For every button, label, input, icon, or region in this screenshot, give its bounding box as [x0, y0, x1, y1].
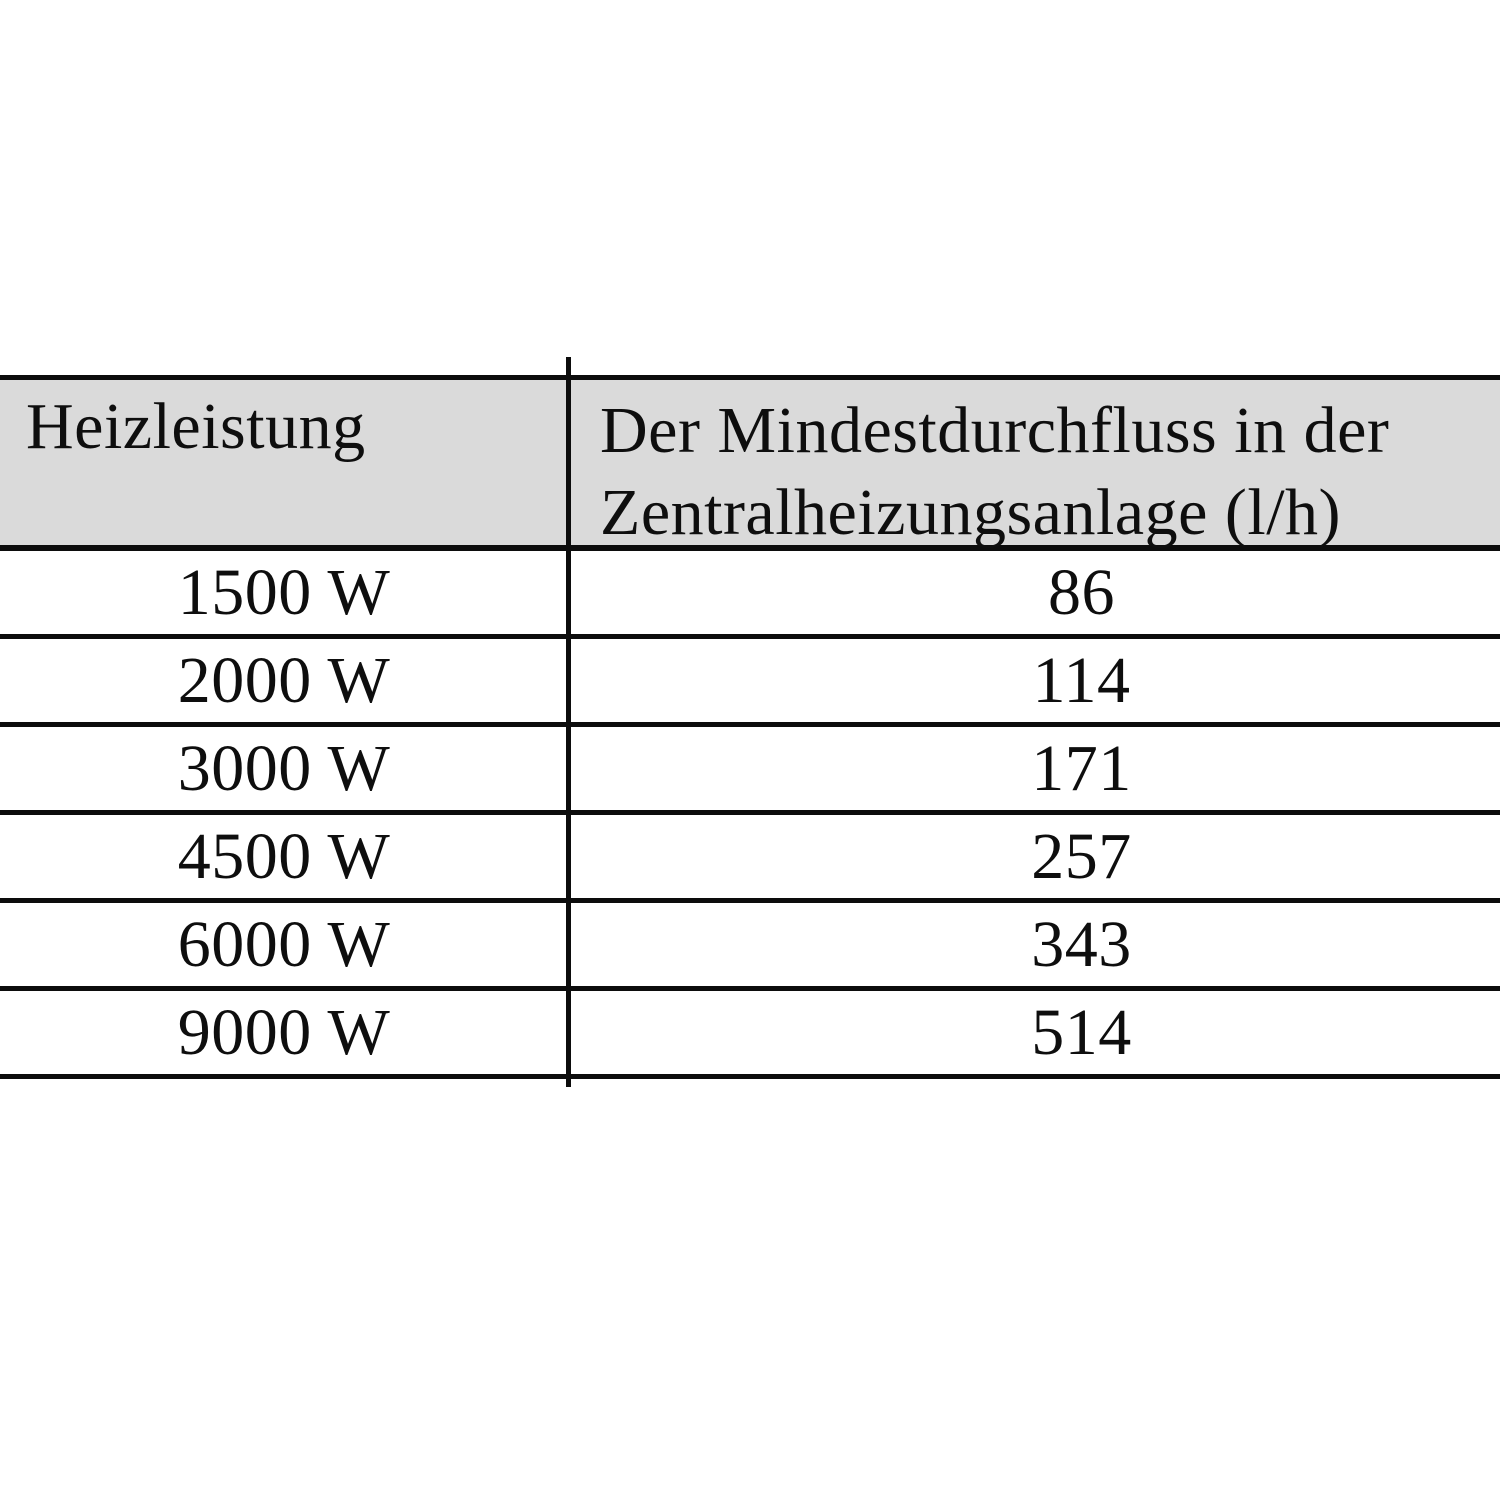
cell-power: 4500 W: [177, 819, 391, 893]
column-divider-line: [566, 357, 571, 1087]
cell-power: 1500 W: [177, 555, 391, 629]
cell-min-flow: 343: [1031, 907, 1132, 981]
cell-min-flow: 114: [1032, 643, 1131, 717]
table-row-2000w: 2000 W 114: [0, 639, 1500, 727]
cell-min-flow: 171: [1031, 731, 1132, 805]
cell-min-flow: 257: [1031, 819, 1132, 893]
cell-min-flow: 86: [1048, 555, 1115, 629]
table-row-4500w: 4500 W 257: [0, 815, 1500, 903]
cell-power: 6000 W: [177, 907, 391, 981]
heizleistung-flow-table: Heizleistung Der Mindestdurchfluss in de…: [0, 357, 1500, 1087]
table-header-row: Heizleistung Der Mindestdurchfluss in de…: [0, 375, 1500, 551]
table-row-3000w: 3000 W 171: [0, 727, 1500, 815]
cell-power: 9000 W: [177, 995, 391, 1069]
header-label-mindestdurchfluss-line1: Der Mindestdurchfluss in der: [600, 394, 1390, 467]
header-label-heizleistung: Heizleistung: [26, 390, 366, 463]
cell-power: 2000 W: [177, 643, 391, 717]
header-label-mindestdurchfluss-line2: Zentralheizungsanlage (l/h): [600, 475, 1342, 549]
cell-min-flow: 514: [1031, 995, 1132, 1069]
table-row-6000w: 6000 W 343: [0, 903, 1500, 991]
cell-power: 3000 W: [177, 731, 391, 805]
header-cell-mindestdurchfluss: Der Mindestdurchfluss in der Zentralheiz…: [568, 380, 1500, 549]
table-row-1500w: 1500 W 86: [0, 551, 1500, 639]
table-row-9000w: 9000 W 514: [0, 991, 1500, 1079]
header-cell-heizleistung: Heizleistung: [0, 380, 568, 545]
